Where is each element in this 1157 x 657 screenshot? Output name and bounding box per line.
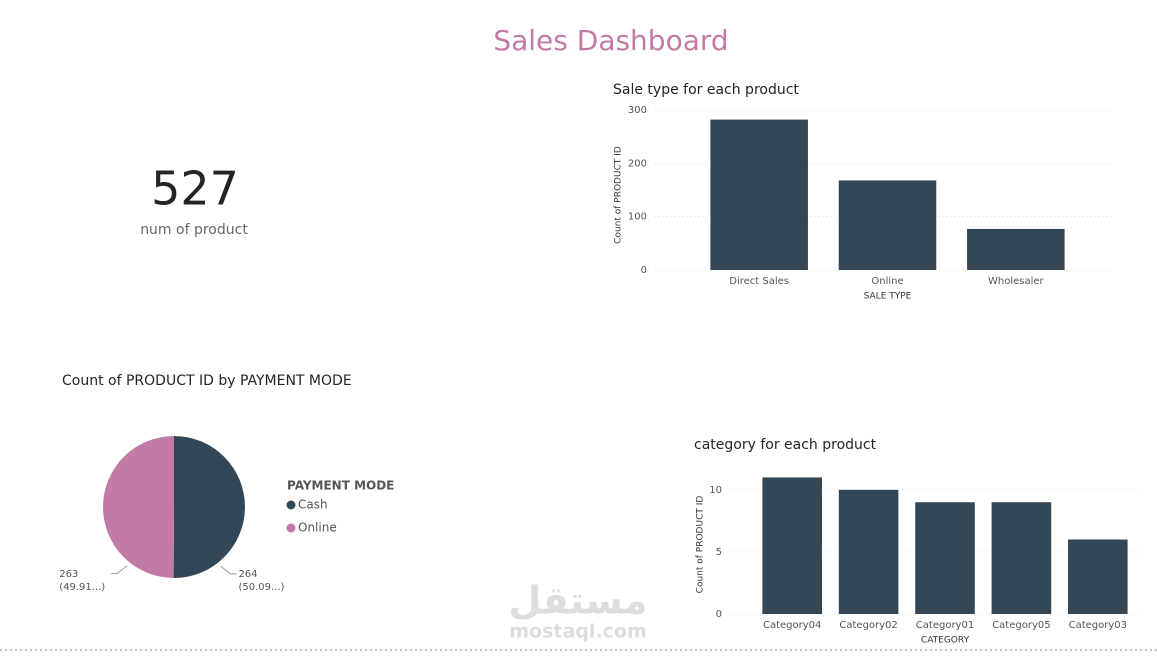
x-tick-label: Wholesaler (988, 276, 1045, 287)
x-tick-label: Direct Sales (729, 276, 789, 287)
bar (1068, 539, 1128, 614)
data-label: 263 (49.91...) (59, 568, 106, 593)
bar (762, 477, 822, 614)
y-axis-title: Count of PRODUCT ID (696, 496, 706, 594)
x-tick-label: Category03 (1069, 620, 1127, 631)
x-tick-label: Online (871, 276, 903, 287)
watermark-latin: mostaql.com (509, 621, 647, 643)
legend-label: Cash (298, 498, 328, 512)
x-tick-label: Category04 (763, 620, 821, 631)
bar (915, 502, 975, 614)
bar (710, 119, 808, 270)
bar (838, 489, 899, 614)
y-axis-title: Count of PRODUCT ID (614, 146, 624, 244)
legend-marker (286, 500, 296, 510)
pie-slice (102, 436, 174, 578)
legend-marker (286, 523, 296, 533)
leader-line (111, 565, 128, 575)
y-tick-label: 10 (709, 485, 722, 496)
pie-slice (173, 436, 245, 578)
y-tick-label: 0 (716, 609, 722, 620)
x-tick-label: Category02 (839, 620, 897, 631)
x-axis-title: CATEGORY (921, 636, 970, 646)
y-tick-label: 0 (641, 265, 647, 276)
bar (838, 180, 937, 270)
kpi-value: 527 (151, 162, 239, 216)
chart-title: Sale type for each product (613, 82, 799, 98)
chart-title: Count of PRODUCT ID by PAYMENT MODE (62, 373, 352, 389)
leader-line (220, 565, 237, 575)
y-tick-label: 100 (628, 212, 647, 223)
dashboard-title: Sales Dashboard (493, 24, 728, 57)
legend-title: PAYMENT MODE (287, 479, 394, 493)
watermark-arabic: مستقل (509, 579, 648, 623)
bar (991, 502, 1052, 614)
chart-title: category for each product (694, 437, 877, 453)
x-tick-label: Category05 (992, 620, 1050, 631)
bar (967, 228, 1065, 270)
x-axis-title: SALE TYPE (864, 292, 912, 302)
x-tick-label: Category01 (916, 620, 974, 631)
kpi-label: num of product (140, 222, 248, 238)
legend-label: Online (298, 521, 337, 535)
data-label: 264 (50.09...) (238, 568, 285, 593)
y-tick-label: 200 (628, 158, 647, 169)
y-tick-label: 300 (628, 105, 647, 116)
y-tick-label: 5 (716, 547, 722, 558)
